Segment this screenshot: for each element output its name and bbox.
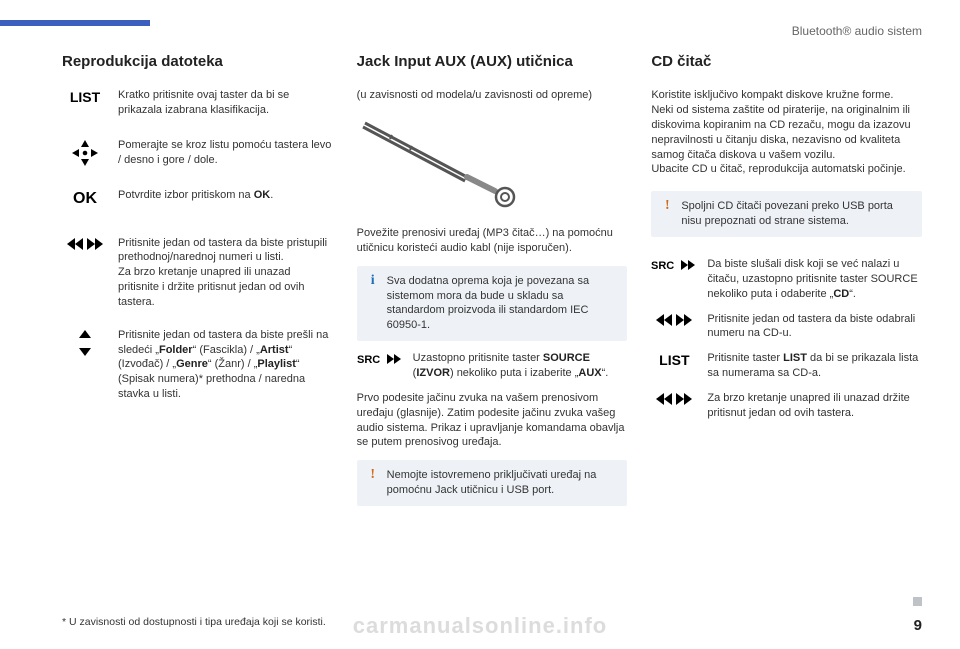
row-seek: Pritisnite jedan od tastera da biste pri… (62, 236, 333, 310)
svg-text:SRC: SRC (651, 260, 674, 272)
col2-subtitle: (u zavisnosti od modela/u zavisnosti od … (357, 88, 628, 103)
info-icon: i (365, 272, 381, 288)
row-source-text: Uzastopno pritisnite taster SOURCE (IZVO… (413, 351, 628, 381)
col2-warn-box: ! Nemojte istovremeno priključivati uređ… (357, 460, 628, 506)
col2-info-text: Sva dodatna oprema koja je povezana sa s… (387, 275, 589, 332)
updown-icon (75, 328, 95, 358)
source-icon-2: SRC (651, 257, 697, 273)
dpad-icon (70, 138, 100, 168)
row-updown: Pritisnite jedan od tastera da biste pre… (62, 328, 333, 402)
col1-footnote: * U zavisnosti od dostupnosti i tipa ure… (62, 615, 333, 629)
row-list: LIST Kratko pritisnite ovaj taster da bi… (62, 88, 333, 118)
row-source: SRC Uzastopno pritisnite taster SOURCE (… (357, 351, 628, 381)
ok-icon: OK (73, 188, 97, 210)
col2-p1: Povežite prenosivi uređaj (MP3 čitač…) n… (357, 226, 628, 256)
warning-icon-2: ! (659, 197, 675, 213)
col3-title: CD čitač (651, 52, 922, 72)
column-1: Reprodukcija datoteka LIST Kratko pritis… (62, 52, 333, 629)
row-updown-text: Pritisnite jedan od tastera da biste pre… (118, 328, 333, 402)
col1-title: Reprodukcija datoteka (62, 52, 333, 72)
footer-square (913, 597, 922, 606)
row-ok-text: Potvrdite izbor pritiskom na OK. (118, 188, 333, 203)
page-footer: 9 (913, 597, 922, 635)
col2-title: Jack Input AUX (AUX) utičnica (357, 52, 628, 72)
source-icon: SRC (357, 351, 403, 367)
row-ok: OK Potvrdite izbor pritiskom na OK. (62, 188, 333, 210)
row-src-cd: SRC Da biste slušali disk koji se već na… (651, 257, 922, 302)
col2-warn-text: Nemojte istovremeno priključivati uređaj… (387, 469, 597, 496)
col3-p1: Koristite isključivo kompakt diskove kru… (651, 88, 922, 177)
column-3: CD čitač Koristite isključivo kompakt di… (651, 52, 922, 629)
column-2: Jack Input AUX (AUX) utičnica (u zavisno… (357, 52, 628, 629)
header-section: Bluetooth® audio sistem (792, 24, 922, 38)
row-list-cd: LIST Pritisnite taster LIST da bi se pri… (651, 351, 922, 381)
col3-warn-box: ! Spoljni CD čitači povezani preko USB p… (651, 191, 922, 237)
row-seek-cd-2-text: Za brzo kretanje unapred ili unazad drži… (707, 391, 922, 421)
row-dpad: Pomerajte se kroz listu pomoću tastera l… (62, 138, 333, 168)
top-rule (0, 20, 150, 26)
list-icon: LIST (70, 88, 100, 107)
svg-text:SRC: SRC (357, 354, 380, 366)
seek-icon (65, 236, 105, 252)
warning-icon: ! (365, 466, 381, 482)
jack-illustration (357, 115, 527, 210)
row-seek-cd: Pritisnite jedan od tastera da biste oda… (651, 312, 922, 342)
row-list-cd-text: Pritisnite taster LIST da bi se prikazal… (707, 351, 922, 381)
row-seek-cd-text: Pritisnite jedan od tastera da biste oda… (707, 312, 922, 342)
col2-info-box: i Sva dodatna oprema koja je povezana sa… (357, 266, 628, 341)
page-number: 9 (914, 617, 922, 634)
col3-warn-text: Spoljni CD čitači povezani preko USB por… (681, 200, 893, 227)
row-dpad-text: Pomerajte se kroz listu pomoću tastera l… (118, 138, 333, 168)
row-list-text: Kratko pritisnite ovaj taster da bi se p… (118, 88, 333, 118)
seek-icon-2 (654, 312, 694, 328)
list-icon-2: LIST (659, 351, 689, 370)
row-seek-cd-2: Za brzo kretanje unapred ili unazad drži… (651, 391, 922, 421)
seek-icon-3 (654, 391, 694, 407)
row-src-cd-text: Da biste slušali disk koji se već nalazi… (707, 257, 922, 302)
col2-p2: Prvo podesite jačinu zvuka na vašem pren… (357, 391, 628, 450)
row-seek-text: Pritisnite jedan od tastera da biste pri… (118, 236, 333, 310)
